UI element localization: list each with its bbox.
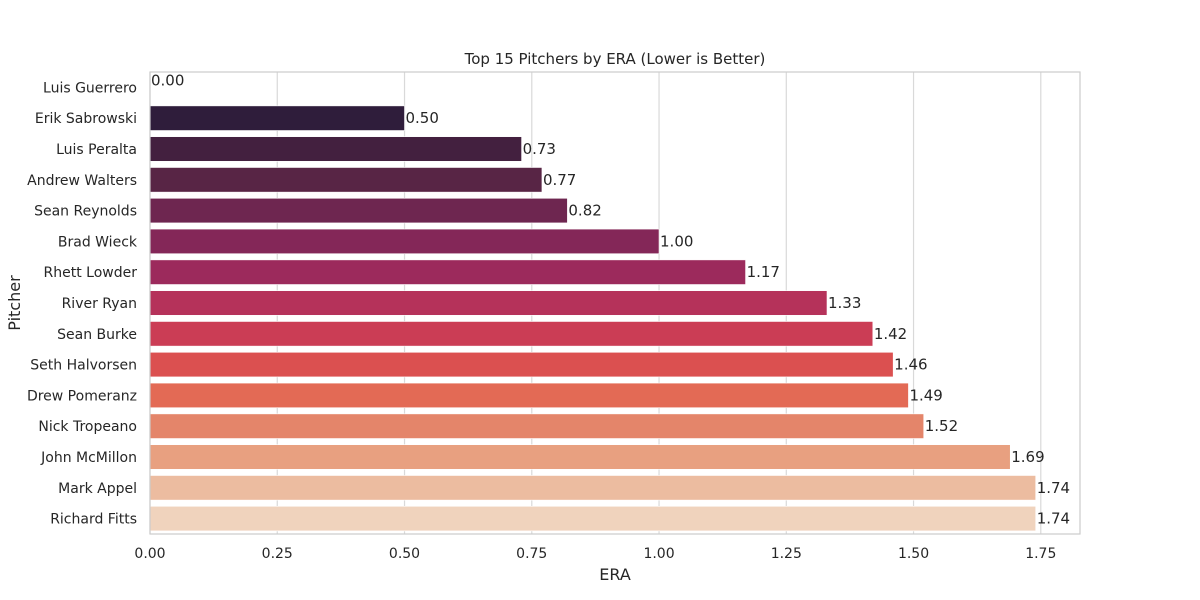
x-tick-label: 1.75 bbox=[1025, 546, 1056, 562]
plot-frame bbox=[149, 71, 1081, 535]
y-tick-label: Nick Tropeano bbox=[38, 419, 137, 435]
x-tick-label: 0.25 bbox=[262, 546, 293, 562]
y-tick-label: Erik Sabrowski bbox=[35, 111, 137, 127]
labels: 0.00 0.25 0.50 0.75 1.00 1.25 1.50 1.75 Luis Gue… bbox=[27, 71, 1070, 562]
bar bbox=[149, 382, 909, 409]
y-tick-label: Drew Pomeranz bbox=[27, 388, 137, 404]
data-label: 0.00 bbox=[151, 71, 184, 89]
bar bbox=[149, 351, 894, 378]
y-tick-label: Sean Reynolds bbox=[34, 204, 137, 220]
bar bbox=[149, 290, 828, 316]
x-tick-label: 1.50 bbox=[898, 546, 929, 562]
data-label: 1.74 bbox=[1037, 510, 1070, 528]
y-tick-label: Richard Fitts bbox=[50, 512, 137, 528]
y-tick-label: Andrew Walters bbox=[27, 173, 137, 189]
y-tick-label: Luis Guerrero bbox=[43, 80, 137, 96]
bar bbox=[149, 475, 1037, 501]
data-label: 1.49 bbox=[909, 386, 942, 404]
x-tick-label: 0.00 bbox=[134, 546, 165, 562]
data-label: 0.50 bbox=[406, 109, 439, 127]
y-tick-label: John McMillon bbox=[40, 450, 137, 466]
x-tick-label: 0.75 bbox=[516, 546, 547, 562]
y-tick-label: Luis Peralta bbox=[56, 142, 137, 158]
bar bbox=[149, 197, 568, 224]
bar bbox=[149, 321, 874, 347]
y-tick-label: Brad Wieck bbox=[58, 234, 138, 250]
data-label: 1.00 bbox=[660, 232, 693, 250]
bar bbox=[149, 413, 925, 439]
bar bbox=[149, 444, 1011, 470]
data-label: 1.52 bbox=[925, 417, 958, 435]
y-tick-label: Sean Burke bbox=[57, 327, 137, 343]
chart-title: Top 15 Pitchers by ERA (Lower is Better) bbox=[464, 50, 766, 68]
data-label: 1.33 bbox=[828, 294, 861, 312]
data-label: 1.42 bbox=[874, 325, 907, 343]
x-tick-label: 0.50 bbox=[389, 546, 420, 562]
data-label: 0.77 bbox=[543, 171, 576, 189]
bar bbox=[149, 505, 1037, 532]
x-tick-label: 1.25 bbox=[771, 546, 802, 562]
y-tick-label: River Ryan bbox=[62, 296, 137, 312]
data-label: 1.74 bbox=[1037, 479, 1070, 497]
y-tick-label: Mark Appel bbox=[58, 481, 137, 497]
y-tick-label: Rhett Lowder bbox=[44, 265, 138, 281]
bar bbox=[149, 228, 660, 255]
y-axis-label: Pitcher bbox=[5, 275, 24, 331]
x-tick-label: 1.00 bbox=[643, 546, 674, 562]
bar bbox=[149, 105, 405, 131]
data-label: 0.82 bbox=[568, 202, 601, 220]
data-label: 1.17 bbox=[747, 263, 780, 281]
bars bbox=[149, 105, 1037, 532]
bar bbox=[149, 259, 746, 285]
data-label: 1.69 bbox=[1011, 448, 1044, 466]
data-label: 0.73 bbox=[523, 140, 556, 158]
bar bbox=[149, 136, 522, 162]
y-tick-label: Seth Halvorsen bbox=[30, 358, 137, 374]
x-axis-label: ERA bbox=[599, 565, 631, 584]
bar bbox=[149, 167, 543, 193]
data-label: 1.46 bbox=[894, 356, 927, 374]
